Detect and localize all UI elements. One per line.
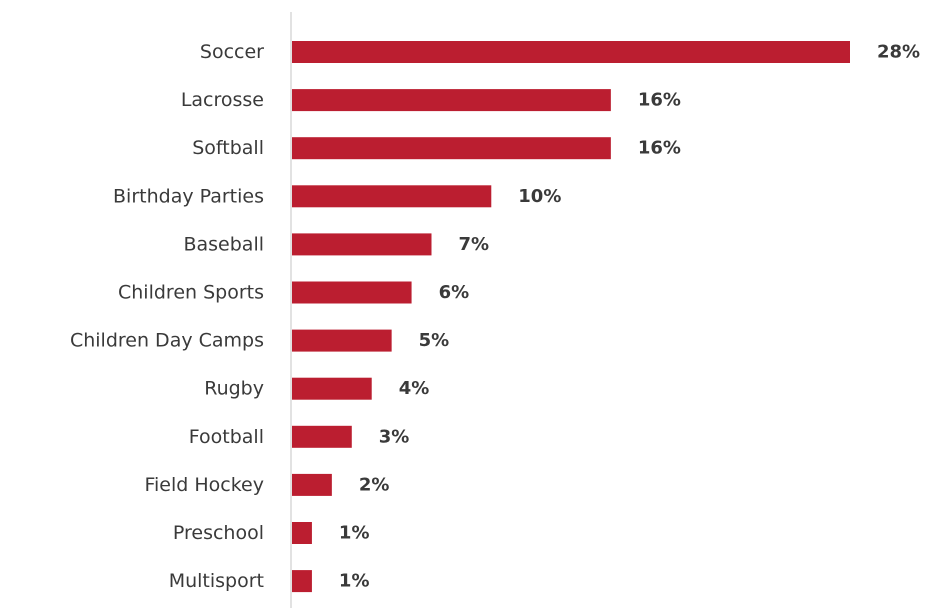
bar-softball bbox=[292, 137, 611, 160]
value-label-soccer: 28% bbox=[877, 42, 920, 63]
category-label-multisport: Multisport bbox=[169, 570, 264, 592]
value-label-birthday-parties: 10% bbox=[518, 186, 561, 207]
value-label-baseball: 7% bbox=[459, 234, 490, 255]
bar-field-hockey bbox=[292, 473, 332, 496]
bars-group bbox=[292, 41, 850, 593]
value-label-multisport: 1% bbox=[339, 571, 370, 592]
bar-baseball bbox=[292, 233, 432, 256]
category-label-soccer: Soccer bbox=[200, 41, 264, 63]
value-label-preschool: 1% bbox=[339, 523, 370, 544]
bar-lacrosse bbox=[292, 89, 611, 112]
bar-multisport bbox=[292, 570, 312, 593]
value-labels-group: 28% 16% 16% 10% 7% 6% 5% 4% 3% 2% 1% 1% bbox=[339, 42, 920, 592]
bar-children-sports bbox=[292, 281, 412, 304]
value-label-children-sports: 6% bbox=[439, 282, 470, 303]
value-label-children-day-camps: 5% bbox=[419, 330, 450, 351]
category-label-birthday-parties: Birthday Parties bbox=[113, 185, 264, 207]
bar-soccer bbox=[292, 41, 850, 63]
bar-football bbox=[292, 425, 352, 448]
category-label-field-hockey: Field Hockey bbox=[144, 474, 264, 496]
category-label-baseball: Baseball bbox=[183, 233, 264, 255]
category-label-lacrosse: Lacrosse bbox=[181, 89, 264, 111]
category-label-rugby: Rugby bbox=[204, 378, 264, 400]
bar-preschool bbox=[292, 522, 312, 544]
bar-children-day-camps bbox=[292, 329, 392, 352]
value-label-rugby: 4% bbox=[399, 378, 430, 399]
value-label-field-hockey: 2% bbox=[359, 474, 390, 495]
bar-birthday-parties bbox=[292, 185, 492, 208]
category-label-children-day-camps: Children Day Camps bbox=[70, 330, 264, 352]
category-label-children-sports: Children Sports bbox=[118, 282, 264, 304]
value-label-lacrosse: 16% bbox=[638, 90, 681, 111]
category-label-softball: Softball bbox=[192, 137, 264, 159]
value-label-football: 3% bbox=[379, 426, 410, 447]
category-labels-group: Soccer Lacrosse Softball Birthday Parties Ba… bbox=[70, 41, 264, 592]
category-label-preschool: Preschool bbox=[173, 522, 264, 544]
bar-rugby bbox=[292, 377, 372, 400]
value-label-softball: 16% bbox=[638, 138, 681, 159]
category-label-football: Football bbox=[189, 426, 264, 448]
